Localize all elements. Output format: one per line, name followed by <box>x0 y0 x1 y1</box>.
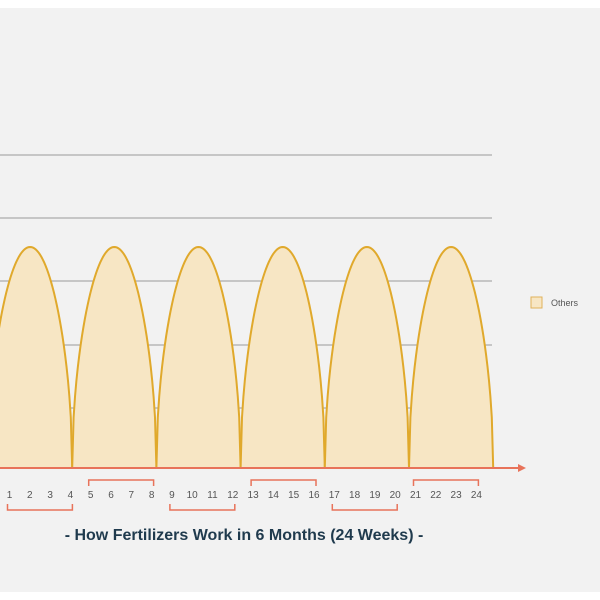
series-line <box>323 245 410 469</box>
x-tick-label: 5 <box>88 490 94 501</box>
x-tick-label: 10 <box>187 490 199 501</box>
x-tick-label: 22 <box>430 490 442 501</box>
week-group-bracket <box>250 479 317 486</box>
x-tick-label: 13 <box>248 490 260 501</box>
area-hump <box>156 247 241 468</box>
series-line <box>71 245 158 469</box>
x-tick-label: 4 <box>68 490 74 501</box>
x-tick-label: 6 <box>108 490 114 501</box>
week-group-bracket <box>169 504 236 511</box>
week-group-bracket <box>412 479 480 486</box>
x-tick-label: 16 <box>308 490 320 501</box>
week-group-brackets <box>6 479 480 511</box>
week-group-bracket <box>331 504 398 511</box>
x-tick-label: 19 <box>369 490 381 501</box>
area-hump <box>324 247 409 468</box>
area-hump <box>72 247 157 468</box>
x-tick-label: 3 <box>47 490 53 501</box>
week-group-bracket <box>6 504 74 511</box>
x-tick-labels: 1 2 3 4 5 6 7 8 9 10 11 12 13 14 15 16 17 18 19 20 21 22 23 24 <box>7 490 483 501</box>
x-tick-label: 23 <box>451 490 463 501</box>
x-tick-label: 17 <box>329 490 341 501</box>
chart-title: - How Fertilizers Work in 6 Months (24 W… <box>65 527 424 544</box>
series-line <box>155 245 242 469</box>
x-tick-label: 18 <box>349 490 361 501</box>
x-tick-label: 20 <box>390 490 402 501</box>
legend-label-others: Others <box>551 298 579 308</box>
x-axis <box>0 464 526 472</box>
series-line <box>0 245 74 469</box>
x-tick-label: 2 <box>27 490 33 501</box>
week-group-bracket <box>87 479 155 486</box>
series-others <box>0 245 495 469</box>
x-tick-label: 9 <box>169 490 175 501</box>
x-tick-label: 1 <box>7 490 13 501</box>
x-tick-label: 24 <box>471 490 483 501</box>
x-tick-label: 8 <box>149 490 155 501</box>
area-hump <box>240 247 325 468</box>
x-tick-label: 11 <box>207 490 218 501</box>
x-axis-arrow <box>518 464 526 472</box>
series-line <box>239 245 326 469</box>
x-tick-label: 7 <box>129 490 135 501</box>
series-line <box>408 245 495 469</box>
x-tick-label: 12 <box>227 490 239 501</box>
x-tick-label: 15 <box>288 490 300 501</box>
legend: Others <box>530 296 579 309</box>
area-hump <box>409 247 494 468</box>
x-tick-label: 21 <box>410 490 422 501</box>
x-tick-label: 14 <box>268 490 280 501</box>
area-hump <box>0 247 73 468</box>
legend-swatch-others <box>530 296 543 309</box>
